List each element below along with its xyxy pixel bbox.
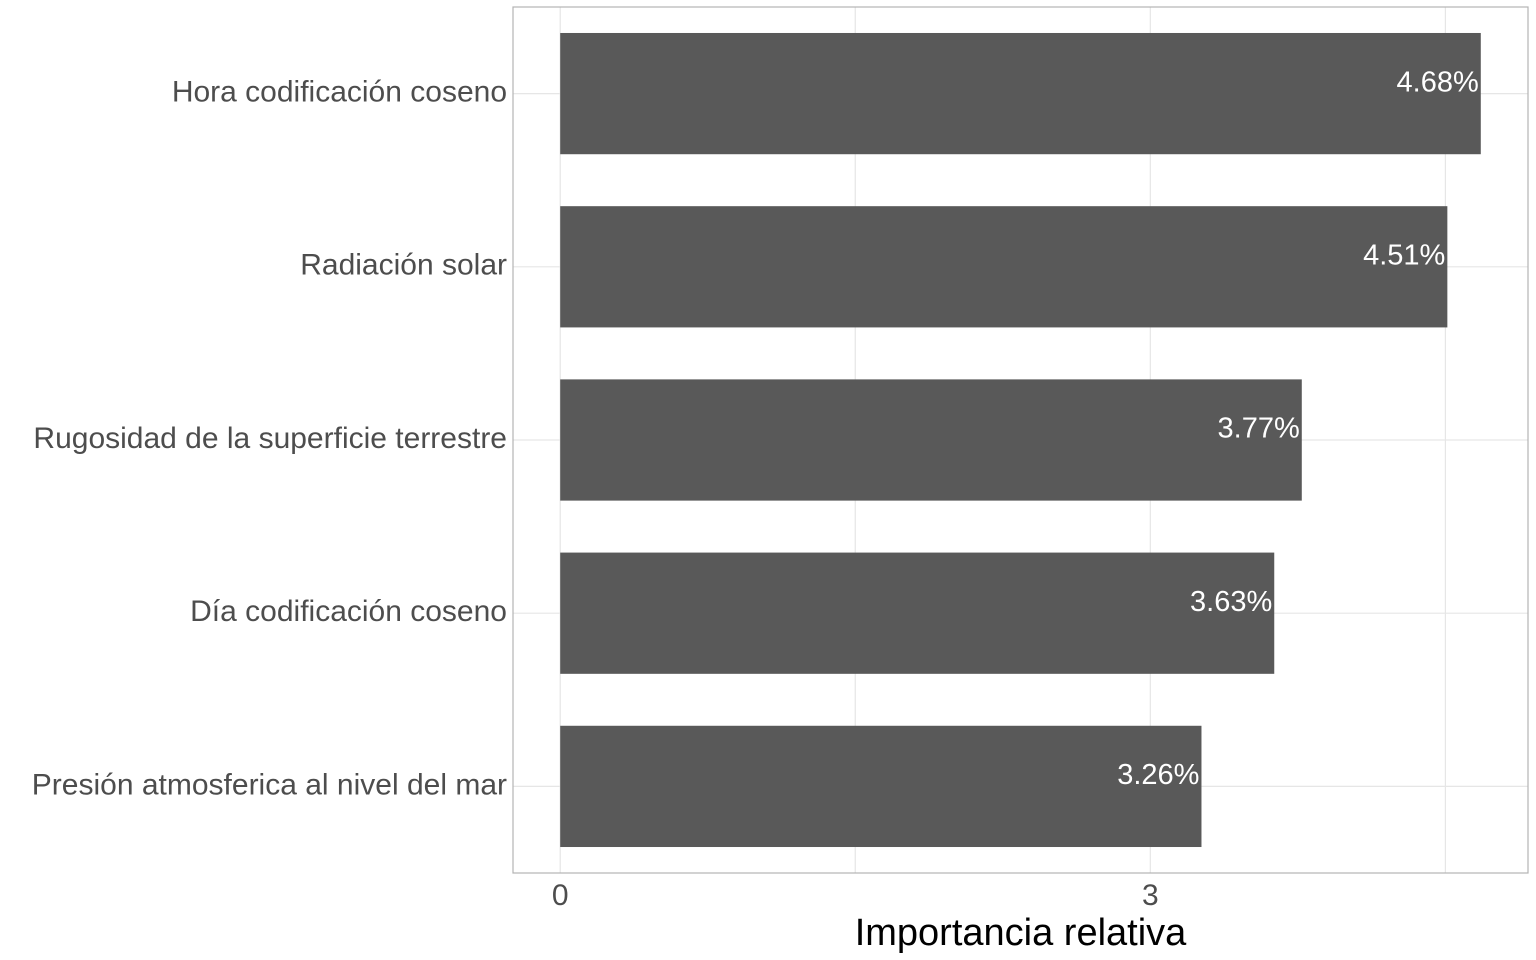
x-tick-label: 3 (1142, 879, 1159, 912)
bar (560, 552, 1275, 674)
bar-value-label: 4.51% (1363, 239, 1445, 271)
bar (560, 725, 1202, 848)
category-label: Día codificación coseno (190, 595, 507, 628)
x-tick-label: 0 (552, 879, 569, 912)
category-label: Rugosidad de la superficie terrestre (33, 422, 507, 455)
bars-layer: 4.68% 4.51% 3.77% 3.63% 3.26% (560, 32, 1481, 848)
category-label: Hora codificación coseno (172, 76, 507, 109)
bar-value-label: 4.68% (1397, 66, 1479, 98)
bar (560, 379, 1302, 501)
bar (560, 206, 1448, 328)
category-labels: Hora codificación coseno Radiación solar R… (32, 76, 507, 802)
category-label: Presión atmosferica al nivel del mar (32, 768, 507, 801)
panel-border (512, 6, 1529, 874)
bar-value-label: 3.77% (1218, 413, 1300, 445)
x-axis-title: Importancia relativa (855, 912, 1187, 954)
bar (560, 32, 1481, 155)
bar-value-label: 3.26% (1117, 759, 1199, 791)
category-label: Radiación solar (300, 249, 507, 282)
bar-value-label: 3.63% (1190, 586, 1272, 618)
